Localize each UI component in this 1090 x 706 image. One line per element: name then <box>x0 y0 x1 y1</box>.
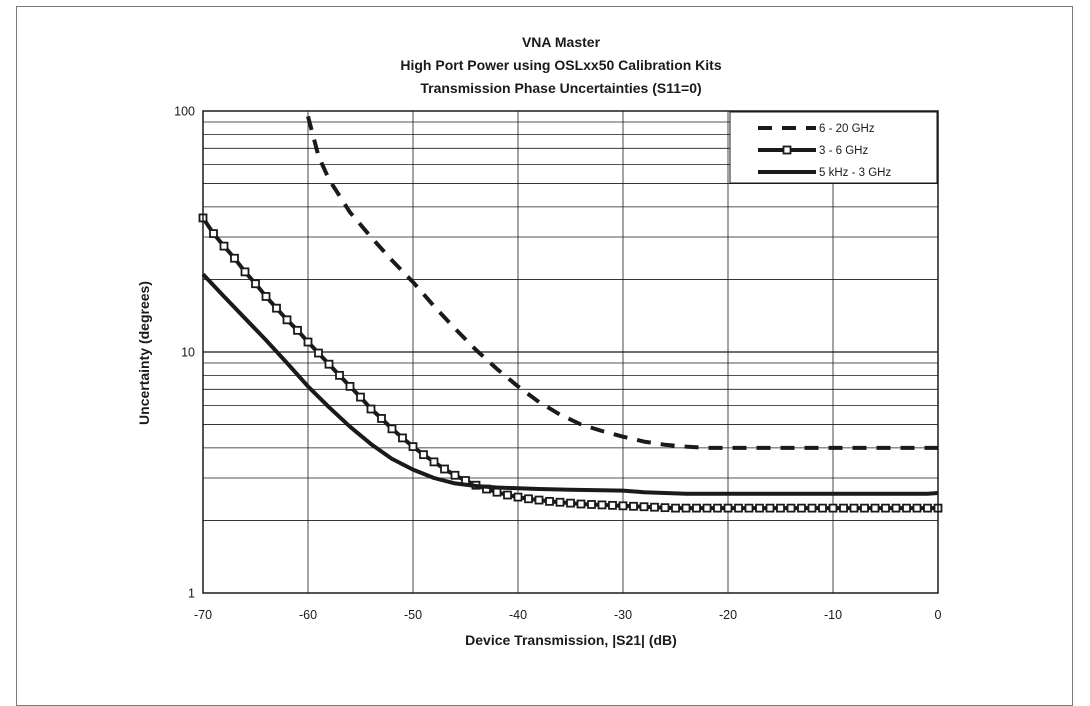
data-point <box>366 404 376 414</box>
x-tick-label: -30 <box>614 608 632 622</box>
figure-frame: VNA Master High Port Power using OSLxx50… <box>16 6 1073 706</box>
legend-marker <box>782 145 792 155</box>
y-tick-label: 10 <box>181 346 195 360</box>
data-point <box>839 503 848 513</box>
data-point <box>209 229 218 238</box>
data-point <box>818 503 827 513</box>
x-tick-label: -70 <box>194 608 212 622</box>
y-tick-labels: 1 10 100 <box>174 105 195 601</box>
data-point <box>230 253 239 263</box>
y-axis-title: Uncertainty (degrees) <box>136 281 152 425</box>
data-point <box>293 325 302 335</box>
x-tick-label: -10 <box>824 608 842 622</box>
data-point <box>692 503 701 513</box>
chart: VNA Master High Port Power using OSLxx50… <box>136 34 943 648</box>
data-point <box>902 503 911 513</box>
y-tick-label: 100 <box>174 105 195 119</box>
chart-title-line-2: High Port Power using OSLxx50 Calibratio… <box>400 57 721 73</box>
data-point <box>314 348 323 358</box>
data-point <box>765 503 775 513</box>
data-point <box>650 502 659 512</box>
data-point <box>429 457 439 467</box>
data-point <box>356 392 365 402</box>
y-tick-label: 1 <box>188 587 195 601</box>
x-tick-labels: -70 -60 -50 -40 -30 -20 -10 0 <box>194 608 942 622</box>
series-layer <box>198 115 943 513</box>
chart-title-line-1: VNA Master <box>522 34 601 50</box>
data-point <box>681 503 691 513</box>
data-point <box>776 503 785 513</box>
data-point <box>734 503 743 513</box>
data-point <box>492 487 502 497</box>
legend-label: 3 - 6 GHz <box>819 145 868 157</box>
data-point <box>618 501 628 511</box>
data-point <box>755 503 764 513</box>
data-point <box>923 503 932 513</box>
x-tick-label: 0 <box>935 608 942 622</box>
data-point <box>671 503 680 513</box>
legend-label: 5 kHz - 3 GHz <box>819 167 891 179</box>
data-point <box>723 503 733 513</box>
data-point <box>419 450 428 460</box>
data-point <box>387 424 397 434</box>
data-point <box>849 503 859 513</box>
legend-label: 6 - 20 GHz <box>819 123 875 135</box>
data-point <box>860 503 869 513</box>
data-point <box>608 500 617 510</box>
data-point <box>744 503 754 513</box>
data-point <box>398 433 407 443</box>
data-point <box>524 494 533 504</box>
data-point <box>545 496 554 506</box>
data-point <box>513 492 523 502</box>
data-point <box>345 381 355 391</box>
data-point <box>408 442 418 452</box>
data-point <box>335 370 344 380</box>
data-point <box>713 503 722 513</box>
x-tick-label: -40 <box>509 608 527 622</box>
data-point <box>282 315 292 325</box>
x-tick-label: -20 <box>719 608 737 622</box>
data-point <box>870 503 880 513</box>
data-point <box>891 503 901 513</box>
data-point <box>828 503 838 513</box>
data-point <box>450 470 460 480</box>
data-point <box>587 500 596 509</box>
x-tick-label: -50 <box>404 608 422 622</box>
plot-border <box>202 110 939 594</box>
data-point <box>534 495 544 505</box>
chart-title-line-3: Transmission Phase Uncertainties (S11=0) <box>420 80 701 96</box>
data-point <box>807 503 817 513</box>
data-point <box>639 502 649 512</box>
data-point <box>324 359 334 369</box>
data-point <box>303 337 313 347</box>
data-point <box>576 499 586 509</box>
data-point <box>786 503 796 513</box>
data-point <box>377 414 386 423</box>
data-point <box>660 503 670 513</box>
data-point <box>629 501 638 511</box>
data-point <box>881 503 890 513</box>
data-point <box>503 490 512 500</box>
data-point <box>555 497 565 507</box>
legend: 6 - 20 GHz 3 - 6 GHz 5 kHz - 3 GHz <box>729 111 938 184</box>
series-line-2 <box>201 272 939 496</box>
x-axis-title: Device Transmission, |S21| (dB) <box>465 632 677 648</box>
data-point <box>219 241 229 251</box>
data-point <box>240 267 250 277</box>
data-point <box>702 503 712 513</box>
series-line-0 <box>306 115 938 450</box>
data-point <box>912 503 922 513</box>
data-point <box>251 279 260 289</box>
data-point <box>566 498 575 508</box>
x-tick-label: -60 <box>299 608 317 622</box>
data-point <box>797 503 806 513</box>
data-point <box>261 292 271 301</box>
data-point <box>440 464 449 474</box>
data-point <box>272 303 281 313</box>
data-point <box>597 500 607 510</box>
